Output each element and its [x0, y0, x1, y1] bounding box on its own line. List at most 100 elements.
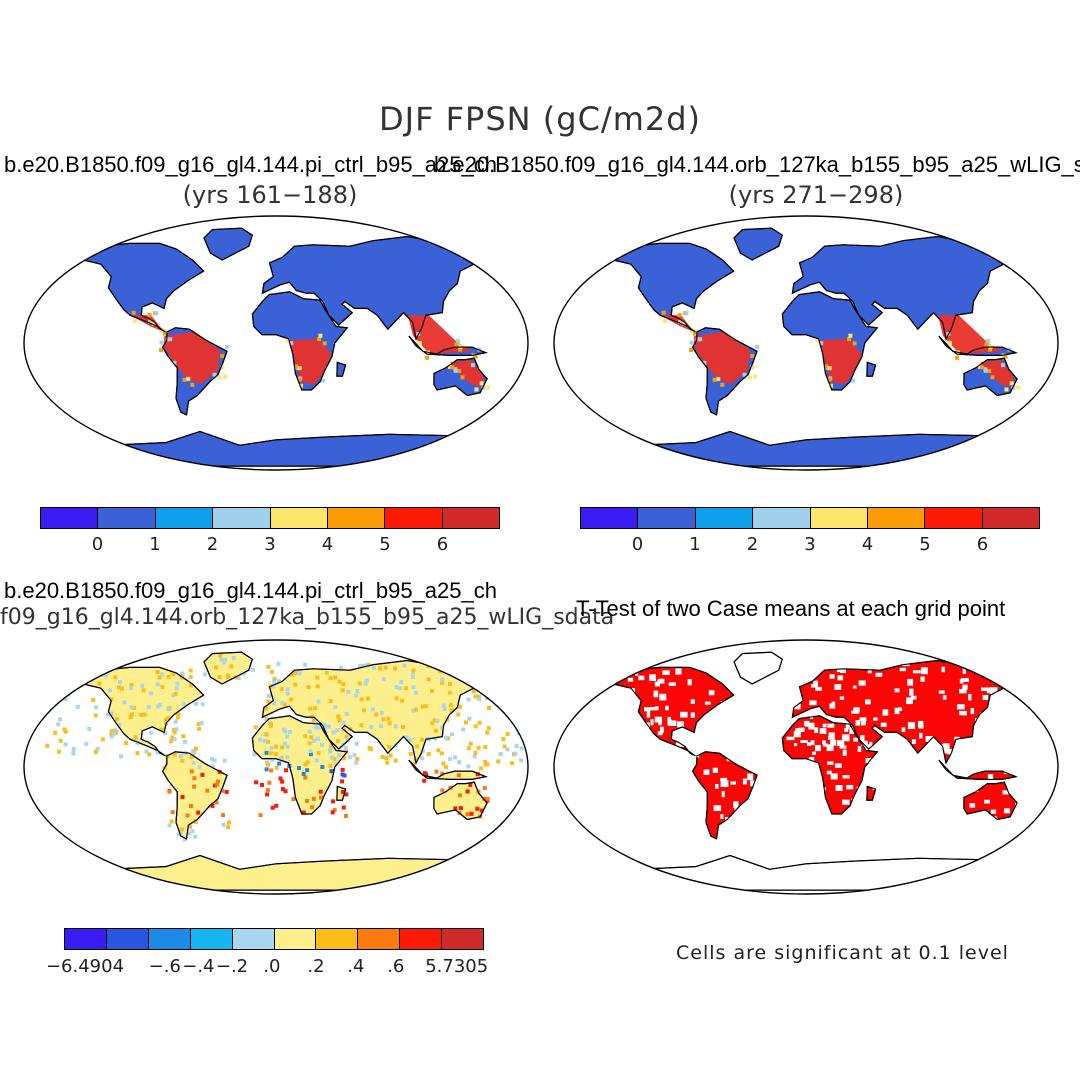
grid-cell — [284, 768, 289, 773]
grid-cell — [415, 744, 420, 749]
grid-cell — [475, 772, 480, 777]
grid-cell — [1011, 385, 1016, 390]
grid-cell — [329, 744, 334, 749]
map-border — [23, 639, 529, 895]
coastline-madagascar — [336, 361, 347, 377]
grid-cell — [449, 661, 454, 666]
grid-cell — [354, 693, 359, 698]
grid-cell — [285, 744, 290, 749]
insignificant-cell — [733, 801, 739, 808]
grid-cell — [447, 757, 452, 762]
grid-cell — [498, 752, 503, 757]
grid-cell — [104, 673, 109, 678]
grid-cell — [148, 730, 153, 735]
grid-cell — [288, 729, 293, 734]
insignificant-cell — [1015, 778, 1023, 784]
insignificant-cell — [899, 667, 906, 672]
colorbar-label: .0 — [263, 956, 281, 977]
grid-cell — [367, 745, 372, 750]
grid-cell — [387, 721, 392, 726]
grid-cell — [311, 796, 316, 801]
grid-cell — [425, 355, 430, 360]
grid-cell — [449, 708, 454, 713]
grid-cell — [450, 365, 455, 370]
grid-cell — [411, 708, 416, 713]
insignificant-cell — [869, 741, 873, 748]
insignificant-cell — [982, 694, 989, 701]
insignificant-cell — [979, 712, 988, 720]
grid-cell — [217, 675, 222, 680]
insignificant-cell — [970, 813, 975, 818]
insignificant-cell — [576, 742, 583, 749]
grid-cell — [471, 689, 476, 694]
grid-cell — [980, 365, 985, 370]
grid-cell — [503, 689, 508, 694]
insignificant-cell — [610, 709, 615, 713]
grid-cell — [479, 381, 484, 386]
colorbar-label: −.6 — [148, 956, 181, 977]
grid-cell — [53, 730, 58, 735]
grid-cell — [252, 752, 257, 757]
insignificant-cell — [851, 798, 856, 805]
grid-cell — [172, 752, 177, 757]
grid-cell — [420, 749, 425, 754]
colorbar-box-4 — [232, 929, 275, 949]
grid-cell — [411, 685, 416, 690]
grid-cell — [185, 813, 190, 818]
grid-cell — [502, 744, 507, 749]
grid-cell — [824, 364, 829, 369]
insignificant-cell — [791, 793, 799, 797]
insignificant-cell — [971, 785, 979, 793]
insignificant-cell — [962, 684, 968, 690]
grid-cell — [408, 737, 413, 742]
grid-cell — [210, 803, 215, 808]
grid-cell — [192, 784, 197, 789]
grid-cell — [388, 753, 393, 758]
grid-cell — [178, 831, 183, 836]
insignificant-cell — [808, 722, 815, 730]
insignificant-cell — [670, 748, 676, 752]
grid-cell — [307, 741, 312, 746]
grid-cell — [322, 722, 327, 727]
grid-cell — [209, 757, 214, 762]
grid-cell — [269, 751, 274, 756]
grid-cell — [285, 338, 290, 343]
insignificant-cell — [1042, 715, 1047, 722]
grid-cell — [426, 677, 431, 682]
insignificant-cell — [725, 679, 733, 686]
grid-cell — [447, 681, 452, 686]
colorbar-label: .6 — [387, 956, 405, 977]
grid-cell — [340, 779, 345, 784]
grid-cell — [403, 686, 408, 691]
grid-cell — [297, 377, 302, 382]
colorbar-box-7 — [442, 508, 499, 528]
grid-cell — [303, 734, 308, 739]
insignificant-cell — [721, 672, 727, 679]
grid-cell — [133, 735, 138, 740]
grid-cell — [336, 714, 341, 719]
grid-cell — [62, 727, 67, 732]
coastline-greenland — [733, 651, 783, 685]
grid-cell — [264, 717, 269, 722]
insignificant-cell — [725, 710, 729, 715]
insignificant-cell — [1044, 752, 1051, 759]
grid-cell — [220, 353, 225, 358]
coastline-greenland — [203, 651, 253, 685]
grid-cell — [160, 684, 165, 689]
grid-cell — [182, 739, 187, 744]
grid-cell — [224, 789, 229, 794]
insignificant-cell — [749, 802, 755, 809]
grid-cell — [315, 675, 320, 680]
coastline-northAmerica — [590, 666, 735, 757]
insignificant-cell — [720, 701, 728, 707]
grid-cell — [176, 832, 181, 837]
grid-cell — [352, 753, 357, 758]
grid-cell — [475, 806, 480, 811]
coastline-northAmerica — [60, 666, 205, 757]
grid-cell — [411, 670, 416, 675]
grid-cell — [180, 795, 185, 800]
grid-cell — [173, 691, 178, 696]
grid-cell — [264, 750, 269, 755]
grid-cell — [452, 755, 457, 760]
coastline-southAmerica — [691, 327, 758, 416]
